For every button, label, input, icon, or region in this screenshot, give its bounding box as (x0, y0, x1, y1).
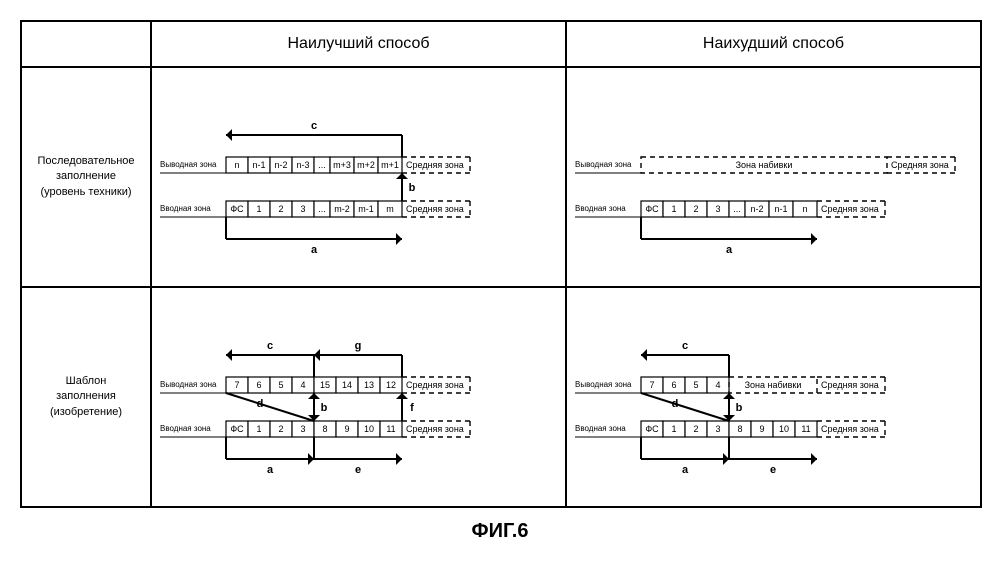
svg-text:6: 6 (256, 380, 261, 390)
svg-text:b: b (321, 402, 328, 414)
svg-text:Средняя зона: Средняя зона (406, 204, 464, 214)
rowlabel-sequential: Последовательноезаполнение(уровень техни… (21, 67, 151, 287)
svg-text:n-2: n-2 (274, 160, 287, 170)
svg-text:3: 3 (300, 424, 305, 434)
svg-text:4: 4 (300, 380, 305, 390)
diagram-pat-best: Выводная зона765415141312Средняя зонаВво… (151, 287, 566, 507)
svg-text:12: 12 (386, 380, 396, 390)
svg-text:...: ... (318, 160, 326, 170)
svg-text:c: c (682, 340, 688, 352)
svg-text:4: 4 (715, 380, 720, 390)
svg-text:1: 1 (671, 204, 676, 214)
svg-text:ФС: ФС (645, 424, 659, 434)
svg-text:3: 3 (300, 204, 305, 214)
svg-text:ФС: ФС (230, 424, 244, 434)
svg-text:g: g (355, 340, 362, 352)
svg-text:b: b (736, 402, 743, 414)
svg-text:3: 3 (715, 424, 720, 434)
svg-text:15: 15 (320, 380, 330, 390)
diagram-seq-best: Выводная зона n n-1 n-2 n-3... m+3 m+2 m+1 Средн… (151, 67, 566, 287)
svg-text:b: b (409, 182, 416, 194)
svg-text:Выводная зона: Выводная зона (160, 380, 217, 389)
svg-text:2: 2 (693, 204, 698, 214)
svg-text:a: a (682, 464, 689, 476)
svg-text:7: 7 (234, 380, 239, 390)
svg-text:8: 8 (322, 424, 327, 434)
svg-text:2: 2 (278, 424, 283, 434)
svg-text:Средняя зона: Средняя зона (406, 380, 464, 390)
svg-text:ФС: ФС (230, 204, 244, 214)
svg-text:d: d (672, 398, 679, 410)
svg-text:...: ... (318, 204, 326, 214)
svg-text:9: 9 (344, 424, 349, 434)
svg-text:Средняя зона: Средняя зона (821, 204, 879, 214)
svg-text:m+2: m+2 (357, 160, 375, 170)
svg-text:c: c (267, 340, 273, 352)
svg-text:2: 2 (278, 204, 283, 214)
svg-text:3: 3 (715, 204, 720, 214)
header-worst: Наихудший способ (566, 21, 981, 67)
svg-text:2: 2 (693, 424, 698, 434)
svg-text:11: 11 (386, 424, 395, 434)
svg-text:a: a (267, 464, 274, 476)
svg-text:10: 10 (364, 424, 374, 434)
svg-text:5: 5 (693, 380, 698, 390)
svg-text:m-2: m-2 (334, 204, 350, 214)
svg-text:Выводная зона: Выводная зона (575, 380, 632, 389)
svg-text:11: 11 (801, 424, 810, 434)
rowlabel-pattern: Шаблонзаполнения(изобретение) (21, 287, 151, 507)
svg-text:a: a (311, 244, 318, 256)
svg-text:e: e (770, 464, 776, 476)
diagram-seq-worst: Выводная зона Зона набивки Средняя зона Вво… (566, 67, 981, 287)
svg-text:Средняя зона: Средняя зона (891, 160, 949, 170)
svg-text:Вводная зона: Вводная зона (160, 204, 211, 213)
svg-text:m+3: m+3 (333, 160, 351, 170)
svg-text:Вводная зона: Вводная зона (575, 424, 626, 433)
svg-text:n-3: n-3 (296, 160, 309, 170)
svg-text:d: d (257, 398, 264, 410)
svg-text:13: 13 (364, 380, 374, 390)
svg-text:Зона набивки: Зона набивки (745, 380, 802, 390)
svg-text:f: f (410, 402, 414, 414)
svg-text:Вводная зона: Вводная зона (160, 424, 211, 433)
header-best: Наилучший способ (151, 21, 566, 67)
svg-text:...: ... (733, 204, 741, 214)
svg-text:Зона набивки: Зона набивки (736, 160, 793, 170)
svg-text:Выводная зона: Выводная зона (160, 160, 217, 169)
svg-text:6: 6 (671, 380, 676, 390)
svg-text:Средняя зона: Средняя зона (406, 424, 464, 434)
svg-text:n-2: n-2 (750, 204, 763, 214)
svg-text:10: 10 (779, 424, 789, 434)
svg-text:1: 1 (256, 204, 261, 214)
svg-text:ФС: ФС (645, 204, 659, 214)
svg-text:c: c (311, 120, 317, 132)
svg-text:a: a (726, 244, 733, 256)
svg-text:7: 7 (649, 380, 654, 390)
diagram-pat-worst: Выводная зона 7 6 5 4 Зона набивки Средняя зон… (566, 287, 981, 507)
svg-text:1: 1 (256, 424, 261, 434)
svg-text:Средняя зона: Средняя зона (821, 380, 879, 390)
svg-text:n: n (234, 160, 239, 170)
svg-text:5: 5 (278, 380, 283, 390)
svg-text:9: 9 (759, 424, 764, 434)
svg-text:Средняя зона: Средняя зона (406, 160, 464, 170)
svg-text:n: n (802, 204, 807, 214)
svg-text:Выводная зона: Выводная зона (575, 160, 632, 169)
svg-text:m+1: m+1 (381, 160, 399, 170)
svg-text:m: m (386, 204, 394, 214)
svg-text:Вводная зона: Вводная зона (575, 204, 626, 213)
comparison-table: Наилучший способ Наихудший способ Послед… (20, 20, 982, 508)
svg-text:n-1: n-1 (252, 160, 265, 170)
figure-caption: ФИГ.6 (20, 520, 980, 543)
header-blank (21, 21, 151, 67)
svg-text:n-1: n-1 (774, 204, 787, 214)
svg-text:14: 14 (342, 380, 352, 390)
svg-text:m-1: m-1 (358, 204, 374, 214)
svg-text:1: 1 (671, 424, 676, 434)
svg-text:e: e (355, 464, 361, 476)
svg-text:Средняя зона: Средняя зона (821, 424, 879, 434)
svg-text:8: 8 (737, 424, 742, 434)
